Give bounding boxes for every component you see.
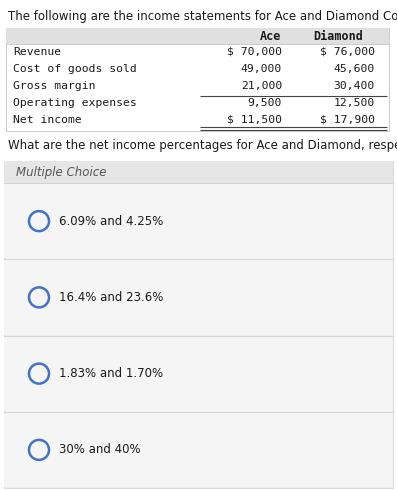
Text: 45,600: 45,600: [334, 64, 375, 74]
Circle shape: [29, 364, 49, 384]
Circle shape: [29, 440, 49, 460]
Text: Operating expenses: Operating expenses: [13, 98, 137, 108]
Text: Multiple Choice: Multiple Choice: [16, 166, 106, 179]
Text: 30,400: 30,400: [334, 81, 375, 91]
FancyBboxPatch shape: [4, 161, 393, 488]
Text: 30% and 40%: 30% and 40%: [59, 443, 141, 456]
Text: 16.4% and 23.6%: 16.4% and 23.6%: [59, 291, 164, 304]
Text: Diamond: Diamond: [314, 30, 363, 43]
Text: 9,500: 9,500: [248, 98, 282, 108]
Text: 6.09% and 4.25%: 6.09% and 4.25%: [59, 215, 163, 228]
Text: $ 17,900: $ 17,900: [320, 115, 375, 125]
Text: Cost of goods sold: Cost of goods sold: [13, 64, 137, 74]
FancyBboxPatch shape: [6, 28, 389, 44]
Text: Net income: Net income: [13, 115, 82, 125]
FancyBboxPatch shape: [4, 337, 393, 411]
Text: The following are the income statements for Ace and Diamond Companies.: The following are the income statements …: [8, 10, 397, 23]
Circle shape: [29, 287, 49, 307]
Text: What are the net income percentages for Ace and Diamond, respectively?: What are the net income percentages for …: [8, 139, 397, 152]
Text: $ 70,000: $ 70,000: [227, 47, 282, 57]
Text: $ 76,000: $ 76,000: [320, 47, 375, 57]
FancyBboxPatch shape: [4, 260, 393, 335]
FancyBboxPatch shape: [4, 184, 393, 258]
Text: $ 11,500: $ 11,500: [227, 115, 282, 125]
Text: 49,000: 49,000: [241, 64, 282, 74]
Text: Revenue: Revenue: [13, 47, 61, 57]
FancyBboxPatch shape: [4, 413, 393, 487]
Text: Ace: Ace: [260, 30, 282, 43]
FancyBboxPatch shape: [4, 161, 393, 183]
Text: 1.83% and 1.70%: 1.83% and 1.70%: [59, 367, 163, 380]
Text: 21,000: 21,000: [241, 81, 282, 91]
FancyBboxPatch shape: [6, 28, 389, 131]
Text: Gross margin: Gross margin: [13, 81, 96, 91]
Circle shape: [29, 211, 49, 231]
Text: 12,500: 12,500: [334, 98, 375, 108]
